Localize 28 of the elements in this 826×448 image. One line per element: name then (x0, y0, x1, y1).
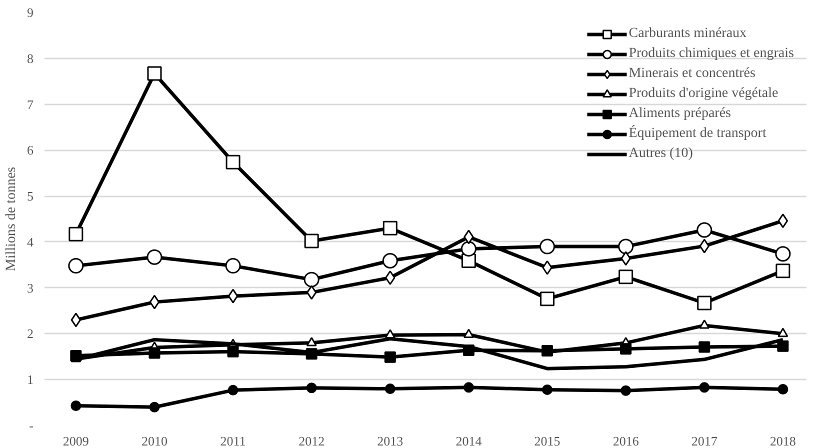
x-tick-label: 2009 (62, 434, 89, 448)
x-tick-label: 2017 (691, 434, 718, 448)
x-tick-label: 2018 (770, 434, 796, 448)
x-tick-label: 2015 (534, 434, 560, 448)
y-tick-label: 4 (27, 234, 34, 250)
y-tick-label: 6 (27, 142, 34, 158)
y-tick-label: 1 (27, 372, 34, 388)
legend-label: Produits d'origine végétale (628, 86, 778, 102)
x-tick-label: 2011 (220, 434, 246, 448)
y-tick-label: 9 (27, 5, 34, 20)
y-tick-label: 7 (27, 96, 34, 112)
legend-label: Minerais et concentrés (628, 66, 756, 82)
legend-label: Équipement de transport (628, 126, 766, 142)
x-tick-label: 2016 (612, 434, 640, 448)
x-tick-label: 2013 (377, 434, 404, 448)
y-tick-label: 2 (27, 326, 34, 342)
legend-label: Produits chimiques et engrais (628, 46, 794, 62)
legend-label: Aliments préparés (628, 106, 731, 122)
y-tick-label: - (29, 418, 34, 433)
y-tick-label: 8 (27, 50, 34, 66)
y-tick-label: 5 (27, 188, 34, 204)
legend-label: Carburants minéraux (628, 26, 747, 42)
y-tick-label: 3 (27, 280, 34, 296)
x-tick-label: 2012 (298, 434, 325, 448)
legend-label: Autres (10) (628, 146, 693, 162)
x-tick-label: 2014 (456, 434, 482, 448)
y-axis-title: Millions de tonnes (4, 166, 19, 272)
x-tick-label: 2010 (141, 434, 168, 448)
